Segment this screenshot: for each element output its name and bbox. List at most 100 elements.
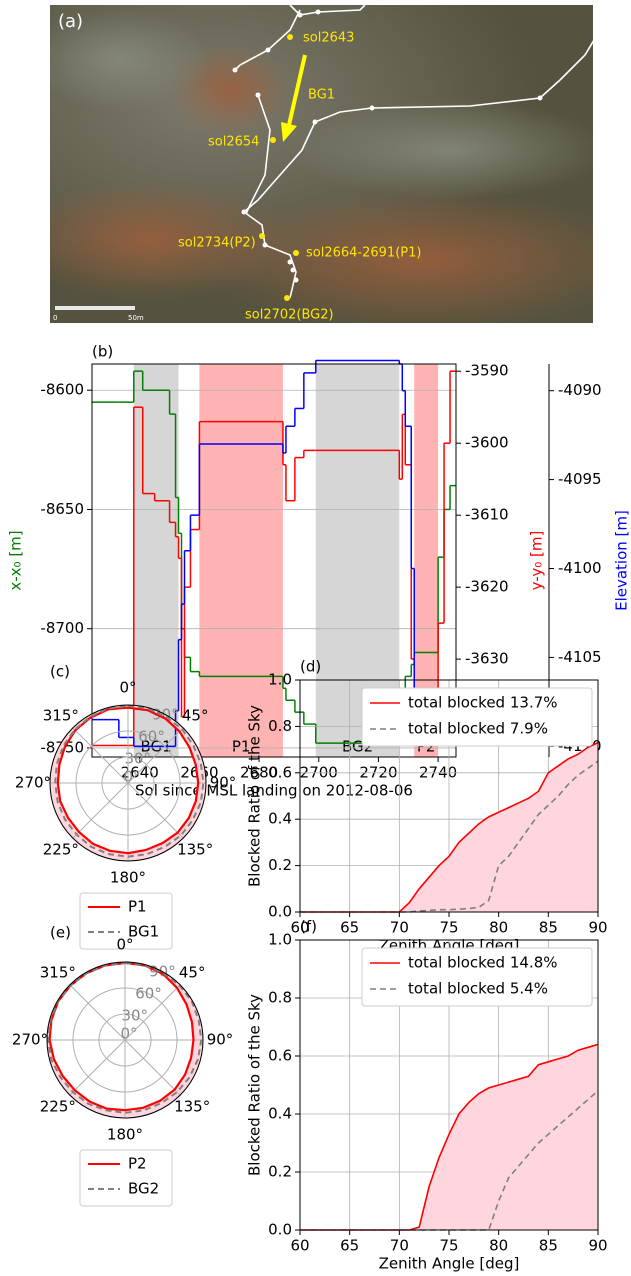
grid-spoke <box>127 782 184 839</box>
theta-tick-label: 225° <box>40 1098 76 1116</box>
y2-tick-label: -3590 <box>465 362 509 380</box>
theta-tick-label: 270° <box>12 1031 48 1049</box>
theta-tick-label: 180° <box>110 869 146 887</box>
theta-tick-label: 315° <box>43 706 79 724</box>
terrain <box>290 100 593 200</box>
polar-frame <box>49 704 207 862</box>
y3-tick-label: -4100 <box>558 559 602 577</box>
y-tick-label: 0.4 <box>268 810 292 828</box>
map-label: sol2702(BG2) <box>245 308 334 323</box>
plot-frame <box>299 679 599 913</box>
map-label: sol2643 <box>303 31 354 46</box>
theta-tick-label: 225° <box>43 841 79 859</box>
x-tick-label: 80 <box>489 919 508 937</box>
arrow <box>287 54 307 126</box>
r-tick-label: 30° <box>121 1006 148 1024</box>
theta-tick-label: 0° <box>119 679 136 697</box>
map-label: sol2654 <box>208 135 259 150</box>
theta-tick-label: 90° <box>210 774 237 792</box>
y-tick-label: -8600 <box>40 381 84 399</box>
y-tick-label: 0.2 <box>268 1163 292 1181</box>
region <box>199 364 283 757</box>
legend-box <box>361 947 593 1007</box>
grid-spoke <box>124 984 181 1041</box>
series-line <box>300 741 599 913</box>
sol-markers <box>259 34 299 301</box>
theta-tick-label: 45° <box>179 963 206 981</box>
y3-tick-label: -4105 <box>558 648 602 666</box>
blocked-area <box>300 742 598 912</box>
panel-label: (e) <box>50 924 71 942</box>
theta-tick-label: 180° <box>107 1126 143 1144</box>
legend-label: BG1 <box>128 923 159 941</box>
y-tick-label: 0.2 <box>268 856 292 874</box>
legend-box <box>79 1149 173 1207</box>
theta-tick-label: 315° <box>40 963 76 981</box>
y-tick-label: -8700 <box>40 619 84 637</box>
plot-frame <box>299 939 599 1231</box>
scale-bar <box>55 306 135 310</box>
legend-label: total blocked 5.4% <box>408 980 548 998</box>
arrow-head <box>281 122 297 142</box>
x-tick-label: 90 <box>588 919 607 937</box>
x-tick-label: 65 <box>340 919 359 937</box>
legend-label: total blocked 14.8% <box>408 954 558 972</box>
legend-box <box>361 687 593 747</box>
theta-tick-label: 0° <box>116 936 133 954</box>
series-line <box>300 760 599 913</box>
x-label: Sol since MSL landing on 2012-08-06 <box>135 782 413 800</box>
theta-tick-label: 135° <box>174 1098 210 1116</box>
waypoints <box>232 9 543 283</box>
series-line <box>56 706 200 855</box>
x-tick-label: 85 <box>539 919 558 937</box>
x-label: Zenith Angle [deg] <box>379 1255 520 1273</box>
terrain <box>50 180 290 300</box>
y-tick-label: -8650 <box>40 500 84 518</box>
blocked-area <box>300 1044 598 1230</box>
theta-tick-label: 90° <box>207 1031 234 1049</box>
y-tick-label: 0.6 <box>268 763 292 781</box>
region-label: P1 <box>232 738 251 756</box>
panel-label: (d) <box>300 658 321 676</box>
x-tick-label: 75 <box>439 1237 458 1255</box>
r-tick-label: 30° <box>124 749 151 767</box>
y-tick-label: 1.0 <box>268 671 292 689</box>
legend-label: P2 <box>128 1155 147 1173</box>
grid-spoke <box>124 1039 181 1096</box>
region <box>133 364 179 757</box>
panel-label: (a) <box>58 11 83 32</box>
grid-spoke <box>69 984 126 1041</box>
y2-tick-label: -3630 <box>465 650 509 668</box>
terrain <box>50 10 210 110</box>
y2-tick-label: -3610 <box>465 506 509 524</box>
legend-label: P1 <box>128 898 147 916</box>
map-label: BG1 <box>308 88 335 103</box>
series-line <box>300 1043 599 1231</box>
y3-tick-label: -4095 <box>558 470 602 488</box>
y-tick-label: 0.0 <box>268 903 292 921</box>
x-tick-label: 70 <box>390 1237 409 1255</box>
map-label: sol2664-2691(P1) <box>306 246 421 261</box>
panel-label: (c) <box>50 663 70 681</box>
x-tick-label: 70 <box>390 919 409 937</box>
y2-tick-label: -3600 <box>465 434 509 452</box>
x-tick-label: 60 <box>290 1237 309 1255</box>
y-label: Blocked Ratio of the Sky <box>246 705 264 887</box>
map <box>50 5 593 323</box>
series-line <box>46 961 203 1114</box>
theta-tick-label: 135° <box>177 841 213 859</box>
y2-tick-label: -3620 <box>465 578 509 596</box>
theta-tick-label: 270° <box>15 774 51 792</box>
y3-tick-label: -4090 <box>558 381 602 399</box>
r-tick-label: 60° <box>135 984 162 1002</box>
grid-spoke <box>127 727 184 784</box>
y-tick-label: 0.8 <box>268 717 292 735</box>
grid-spoke <box>72 782 129 839</box>
y-tick-label: 0.6 <box>268 1047 292 1065</box>
x-tick-label: 75 <box>439 919 458 937</box>
y-label: x-x₀ [m] <box>7 530 25 590</box>
y-tick-label: 0.0 <box>268 1221 292 1239</box>
series-line <box>54 704 205 858</box>
terrain <box>200 190 593 323</box>
